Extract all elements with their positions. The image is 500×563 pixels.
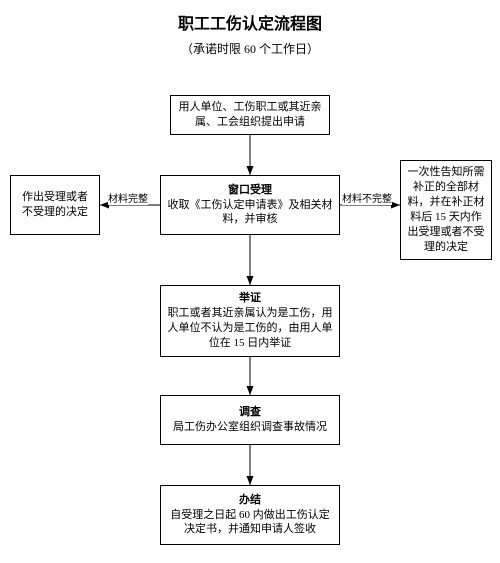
node-accept-body: 收取《工伤认定申请表》及相关材料，并审核: [167, 198, 333, 228]
node-finish-body: 自受理之日起 60 内做出工伤认定决定书，并通知申请人签收: [167, 508, 333, 538]
node-evidence: 举证职工或者其近亲属认为是工伤，用人单位不认为是工伤的，由用人单位在 15 日内…: [160, 285, 340, 357]
edge-5-arrowhead: [247, 476, 254, 485]
node-left-body: 作出受理或者不受理的决定: [17, 190, 93, 220]
node-accept: 窗口受理收取《工伤认定申请表》及相关材料，并审核: [160, 175, 340, 235]
node-evidence-body: 职工或者其近亲属认为是工伤，用人单位不认为是工伤的，由用人单位在 15 日内举证: [167, 306, 333, 351]
node-start-body: 用人单位、工伤职工或其近亲属、工会组织提出申请: [177, 100, 323, 130]
node-right: 一次性告知所需补正的全部材料，并在补正材料后 15 天内作出受理或者不受理的决定: [400, 160, 492, 260]
node-investigate: 调查局工伤办公室组织调查事故情况: [160, 395, 340, 445]
edge-2-arrowhead: [391, 202, 400, 209]
node-evidence-title: 举证: [239, 291, 261, 306]
node-left: 作出受理或者不受理的决定: [10, 175, 100, 235]
node-start: 用人单位、工伤职工或其近亲属、工会组织提出申请: [170, 95, 330, 135]
node-accept-title: 窗口受理: [228, 183, 272, 198]
edge-3-arrowhead: [247, 276, 254, 285]
edge-1-label: 材料完整: [108, 190, 148, 205]
page-subtitle: （承诺时限 60 个工作日）: [0, 40, 500, 57]
node-investigate-body: 局工伤办公室组织调查事故情况: [173, 420, 327, 435]
node-finish: 办结自受理之日起 60 内做出工伤认定决定书，并通知申请人签收: [160, 485, 340, 545]
node-investigate-title: 调查: [239, 405, 261, 420]
node-finish-title: 办结: [239, 493, 261, 508]
node-right-body: 一次性告知所需补正的全部材料，并在补正材料后 15 天内作出受理或者不受理的决定: [407, 165, 485, 254]
edge-0-arrowhead: [247, 166, 254, 175]
edge-2-label: 材料不完整: [342, 190, 392, 205]
edge-4-arrowhead: [247, 386, 254, 395]
page-title: 职工工伤认定流程图: [0, 10, 500, 34]
